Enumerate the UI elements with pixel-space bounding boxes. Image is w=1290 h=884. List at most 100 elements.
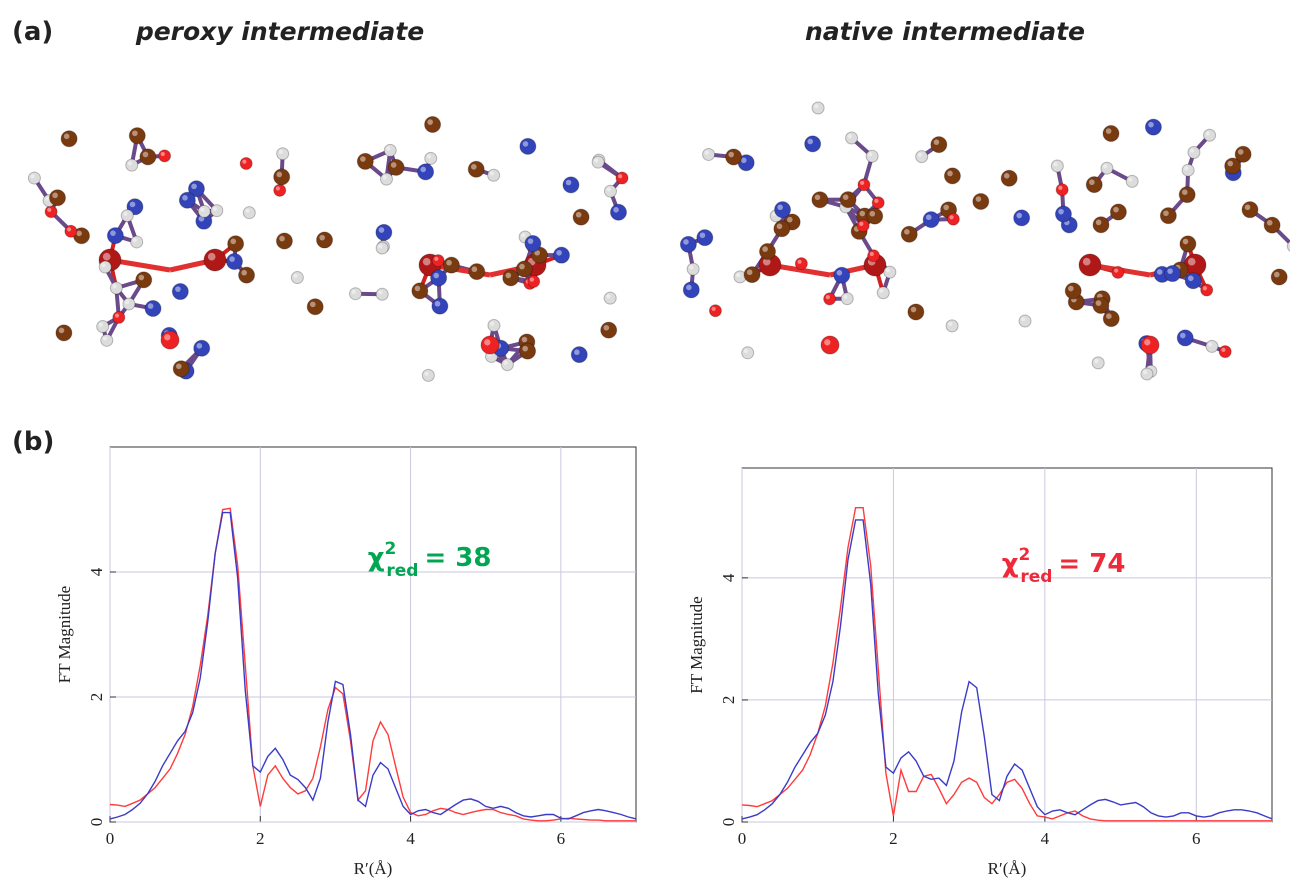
atom xyxy=(725,148,743,166)
atom-highlight xyxy=(196,343,203,349)
atom-highlight xyxy=(112,284,117,289)
atom xyxy=(1078,253,1102,277)
x-axis-label: R′(Å) xyxy=(988,859,1027,878)
annotation-part: = 38 xyxy=(424,543,491,573)
atom xyxy=(871,196,885,210)
atom xyxy=(316,231,334,249)
atom-highlight xyxy=(76,230,82,237)
atom xyxy=(487,168,501,182)
atom-highlight xyxy=(1187,275,1194,282)
atom-highlight xyxy=(704,150,709,155)
atom xyxy=(467,160,485,178)
atom-highlight xyxy=(522,345,528,352)
x-tick-label: 0 xyxy=(738,829,747,848)
atom xyxy=(487,318,501,332)
atom xyxy=(845,131,859,145)
atom-highlight xyxy=(123,211,128,216)
atom xyxy=(417,163,435,181)
atom-highlight xyxy=(164,334,171,341)
atom xyxy=(1263,216,1281,234)
atom-highlight xyxy=(1163,210,1169,217)
atom-highlight xyxy=(278,149,283,155)
atom-highlight xyxy=(382,175,387,180)
atom xyxy=(1286,240,1290,252)
atom-highlight xyxy=(47,207,52,212)
atom xyxy=(64,224,78,238)
atom xyxy=(502,269,520,287)
atom-highlight xyxy=(1113,206,1119,213)
data-line xyxy=(741,507,1272,822)
annotation-part: 2 xyxy=(385,539,397,559)
atom xyxy=(946,212,960,226)
atom-highlight xyxy=(275,186,281,191)
atom-highlight xyxy=(52,192,58,199)
atom xyxy=(375,223,393,241)
atom-highlight xyxy=(606,294,611,299)
atom-highlight xyxy=(711,306,716,311)
atom xyxy=(122,297,136,311)
atom-highlight xyxy=(58,327,65,334)
atom-highlight xyxy=(859,221,864,226)
atom xyxy=(857,178,871,192)
atom xyxy=(686,262,700,276)
atom xyxy=(273,183,287,197)
atom-highlight xyxy=(1273,271,1280,278)
atom xyxy=(60,130,78,148)
atom xyxy=(480,335,500,355)
atom-highlight xyxy=(1143,370,1148,375)
atom xyxy=(468,263,486,281)
atom-highlight xyxy=(699,232,706,239)
annotation-part: red xyxy=(386,561,418,581)
atom xyxy=(572,208,590,226)
atom xyxy=(442,256,460,274)
atom xyxy=(1000,169,1018,187)
atom xyxy=(160,330,180,350)
atom-highlight xyxy=(1094,359,1099,364)
atom xyxy=(1050,159,1064,173)
atom xyxy=(1218,345,1232,359)
y-axis-label: FT Magnitude xyxy=(687,596,706,693)
atom xyxy=(603,184,617,198)
atom-highlight xyxy=(736,272,741,278)
atom-highlight xyxy=(869,210,876,217)
atom xyxy=(375,241,389,255)
atom-highlight xyxy=(351,289,356,294)
atom xyxy=(98,260,112,274)
atom-highlight xyxy=(191,183,197,190)
atom xyxy=(930,136,948,154)
atom-highlight xyxy=(471,266,478,273)
atom-highlight xyxy=(1148,121,1154,128)
atom xyxy=(833,266,851,284)
atom-highlight xyxy=(102,252,111,261)
atom xyxy=(431,254,445,268)
molecular-structures xyxy=(27,101,1290,382)
atom xyxy=(55,324,73,342)
y-axis-label: FT Magnitude xyxy=(55,586,74,683)
atom xyxy=(804,135,822,153)
atom-highlight xyxy=(1106,313,1112,319)
atom xyxy=(109,281,123,295)
atom-highlight xyxy=(1202,286,1208,291)
atom-highlight xyxy=(606,187,611,192)
atom xyxy=(823,292,837,306)
atom xyxy=(203,248,227,272)
atom xyxy=(1111,265,1125,279)
atom-highlight xyxy=(522,141,529,147)
atom-highlight xyxy=(529,277,535,282)
atom-highlight xyxy=(743,348,749,354)
atom-highlight xyxy=(613,207,619,213)
atom-highlight xyxy=(63,133,70,140)
atom xyxy=(411,282,429,300)
atom-highlight xyxy=(110,230,116,236)
atom-highlight xyxy=(102,336,108,341)
atom xyxy=(275,232,293,250)
atom-highlight xyxy=(276,171,283,178)
atom xyxy=(128,127,146,145)
atom-highlight xyxy=(390,162,397,168)
atom-highlight xyxy=(1089,179,1095,186)
atom xyxy=(759,242,777,260)
atom-highlight xyxy=(836,270,843,276)
y-tick-label: 0 xyxy=(87,818,106,827)
atom-highlight xyxy=(776,223,783,230)
atom-highlight xyxy=(198,215,205,222)
